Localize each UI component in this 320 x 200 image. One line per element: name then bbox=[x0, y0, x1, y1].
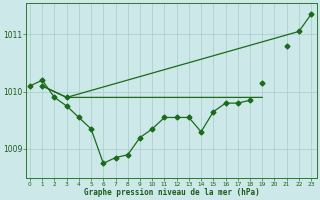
X-axis label: Graphe pression niveau de la mer (hPa): Graphe pression niveau de la mer (hPa) bbox=[84, 188, 260, 197]
